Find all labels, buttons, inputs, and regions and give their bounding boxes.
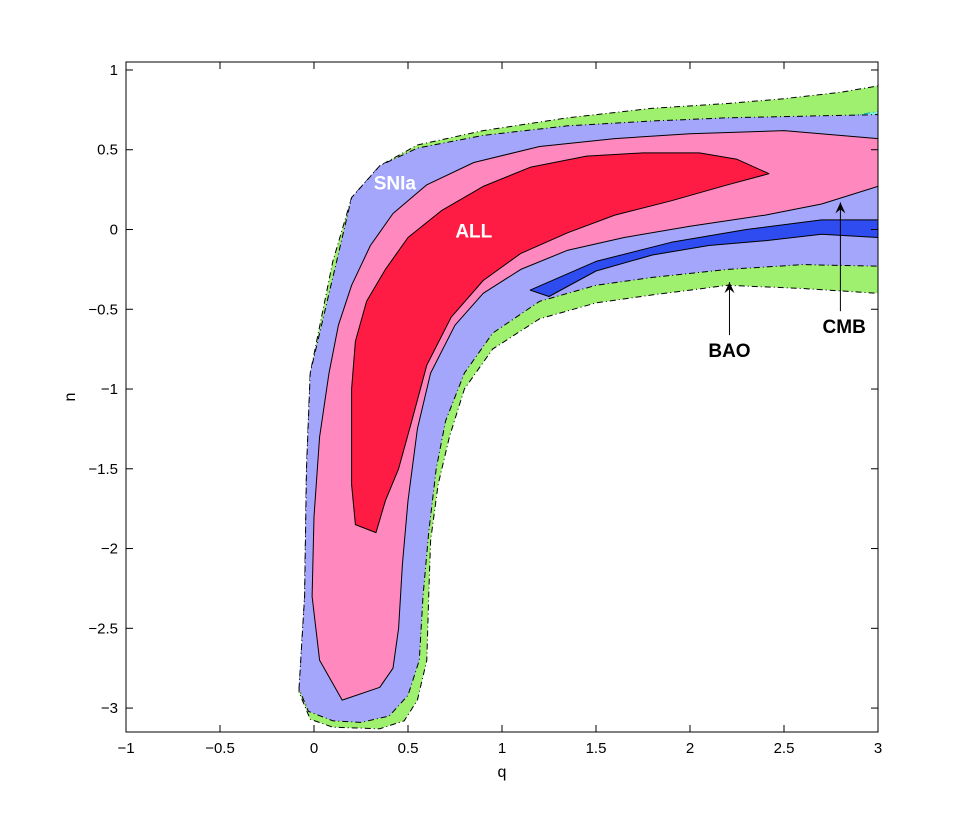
y-tick-label: −3 — [101, 700, 118, 717]
region-bao-cmb-intersection-band — [529, 219, 878, 297]
x-axis-label: q — [498, 764, 507, 781]
y-axis-ticks: −3 −2.5 −2 −1.5 −1 −0.5 0 0.5 1 — [88, 62, 878, 717]
arrowhead-bao — [724, 282, 735, 294]
y-tick-label: −2 — [101, 541, 118, 558]
y-tick-label: −2.5 — [88, 620, 118, 637]
x-tick-label: 0.5 — [398, 740, 419, 757]
y-axis-label: n — [62, 393, 79, 402]
x-tick-label: −0.5 — [205, 740, 235, 757]
annotation-bao: BAO — [708, 341, 750, 362]
y-tick-label: 1 — [110, 62, 118, 79]
y-tick-label: 0.5 — [97, 142, 118, 159]
x-tick-label: 1.5 — [586, 740, 607, 757]
x-tick-label: −1 — [117, 740, 134, 757]
region-all-inner — [351, 152, 770, 534]
y-tick-label: 0 — [110, 222, 118, 239]
y-tick-label: −0.5 — [88, 301, 118, 318]
arrowhead-cmb — [835, 202, 846, 214]
x-tick-label: 2 — [686, 740, 694, 757]
x-tick-label: 0 — [310, 740, 318, 757]
annotation-snia: SNIa — [374, 174, 417, 195]
contour-regions — [298, 85, 878, 730]
annotation-all: ALL — [455, 221, 492, 242]
annotation-cmb: CMB — [823, 317, 866, 338]
x-tick-label: 3 — [874, 740, 882, 757]
y-tick-label: −1.5 — [88, 461, 118, 478]
x-tick-label: 1 — [498, 740, 506, 757]
y-tick-label: −1 — [101, 381, 118, 398]
x-axis-ticks: −1 −0.5 0 0.5 1 1.5 2 2.5 3 — [117, 62, 882, 757]
annotations: SNIa ALL BAO CMB — [374, 174, 866, 363]
x-tick-label: 2.5 — [774, 740, 795, 757]
